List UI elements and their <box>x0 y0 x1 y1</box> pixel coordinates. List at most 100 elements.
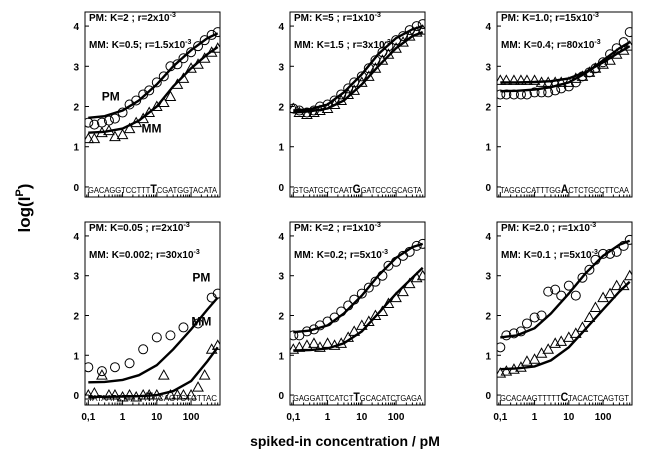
data-point-mm <box>528 353 541 364</box>
data-point-mm <box>96 369 108 380</box>
y-tick-label: 1 <box>73 351 79 362</box>
data-point-pm <box>89 119 100 130</box>
data-point-mm <box>85 132 95 144</box>
pm-fit-params: PM: K=2 ; r=1x10-3 <box>294 222 381 234</box>
data-point-pm <box>131 95 142 106</box>
pm-fit-params: PM: K=1.0; r=15x10-3 <box>501 12 599 24</box>
data-point-pm <box>383 260 394 271</box>
data-point-pm <box>290 330 299 341</box>
y-tick-label: 1 <box>278 351 284 362</box>
data-point-pm <box>336 306 347 317</box>
data-point-pm <box>417 238 425 249</box>
data-point-mm <box>308 337 320 348</box>
data-point-mm <box>416 24 425 35</box>
data-point-pm <box>186 47 197 58</box>
data-point-mm <box>500 365 513 376</box>
data-point-pm <box>529 312 540 323</box>
data-point-mm <box>515 74 527 85</box>
panel-bottom-right: 0 1 2 3 4 0,1 1 10 100 PM: K=2.0 ; r=1x10-3 MM: K=… <box>485 221 633 423</box>
data-point-pm <box>543 286 554 297</box>
data-point-mm <box>123 122 136 134</box>
fit-curve-pm <box>293 242 424 334</box>
data-point-pm <box>165 330 176 341</box>
pm-fit-params: PM: K=2 ; r=2x10-3 <box>89 12 176 24</box>
data-point-mm <box>403 277 416 289</box>
data-point-pm <box>151 77 162 88</box>
data-point-pm <box>543 87 554 98</box>
x-axis-label: spiked-in concentration / pM <box>250 433 440 449</box>
data-point-mm <box>177 72 190 83</box>
x-tick-label: 0,1 <box>493 412 507 423</box>
mm-fit-params: MM: K=0.5; r=1.5x10-3 <box>89 39 192 51</box>
data-point-mm <box>103 389 115 400</box>
data-point-mm <box>103 124 115 136</box>
data-point-mm <box>321 337 334 348</box>
data-point-pm <box>521 318 532 329</box>
mm-fit-params: MM: K=0.002; r=30x10-3 <box>89 249 200 261</box>
data-point-mm <box>205 343 218 354</box>
data-point-mm <box>569 327 582 338</box>
data-point-pm <box>605 248 616 259</box>
data-point-mm <box>604 287 616 299</box>
data-point-pm <box>598 57 609 68</box>
probe-sequence: TAGGCCATTTGGACTCTGCCTTCAA <box>500 182 629 196</box>
data-point-mm <box>382 297 395 309</box>
x-tick-label: 100 <box>388 412 405 423</box>
data-point-pm <box>212 288 220 299</box>
panel-top-right: 0 1 2 3 4 PM: K=1.0; r=15x10-3 MM: K=0.4; r=80… <box>485 11 633 198</box>
y-tick-label: 3 <box>278 272 284 283</box>
data-point-pm <box>618 240 629 251</box>
data-point-pm <box>618 37 629 48</box>
data-point-pm <box>536 310 547 321</box>
data-point-pm <box>556 290 567 301</box>
data-point-mm <box>508 363 520 374</box>
data-point-pm <box>329 312 340 323</box>
data-point-mm <box>301 339 313 350</box>
series-mm <box>497 269 632 378</box>
data-point-mm <box>542 76 555 87</box>
y-tick-label: 2 <box>73 311 79 322</box>
data-point-pm <box>172 59 183 70</box>
data-point-pm <box>398 31 409 42</box>
data-point-pm <box>508 328 519 339</box>
data-point-mm <box>335 94 348 105</box>
data-point-pm <box>550 284 561 295</box>
series-pm <box>290 19 425 118</box>
data-point-mm <box>198 52 211 63</box>
mm-fit-params: MM: K=0.1 ; r=5x10-3 <box>501 249 598 261</box>
data-point-pm <box>417 19 425 30</box>
data-point-pm <box>577 272 588 283</box>
series-label-pm: PM <box>192 271 210 285</box>
data-point-mm <box>362 315 375 326</box>
x-tick-label: 0,1 <box>81 412 95 423</box>
data-point-pm <box>590 254 601 265</box>
data-point-pm <box>529 87 540 98</box>
data-point-mm <box>143 389 156 400</box>
data-point-mm <box>192 381 204 392</box>
series-mm <box>85 339 220 402</box>
data-point-pm <box>96 366 107 377</box>
y-tick-label: 4 <box>73 232 79 243</box>
data-point-mm <box>314 104 326 116</box>
data-point-mm <box>177 389 190 400</box>
data-point-mm <box>549 337 562 348</box>
data-point-mm <box>157 96 170 107</box>
mm-fit-params: MM: K=0.4; r=80x10-3 <box>501 39 601 51</box>
data-point-mm <box>123 389 136 400</box>
y-tick-label: 4 <box>485 22 491 33</box>
data-point-pm <box>349 294 360 305</box>
data-point-mm <box>130 391 143 402</box>
data-point-mm <box>369 62 382 73</box>
data-point-mm <box>198 369 211 380</box>
data-point-mm <box>109 130 121 142</box>
data-point-pm <box>624 234 632 245</box>
probe-sequence: GCACAAGTTTTTCTACACTCAGTGT <box>500 390 630 404</box>
series-mm <box>85 42 220 144</box>
probe-sequence: GACAGGTCCTTTTCGATGGTACATA <box>88 182 217 196</box>
data-point-mm <box>623 269 632 281</box>
data-point-mm <box>515 361 527 372</box>
y-tick-label: 3 <box>73 62 79 73</box>
x-tick-label: 1 <box>532 412 538 423</box>
data-point-pm <box>212 27 220 38</box>
